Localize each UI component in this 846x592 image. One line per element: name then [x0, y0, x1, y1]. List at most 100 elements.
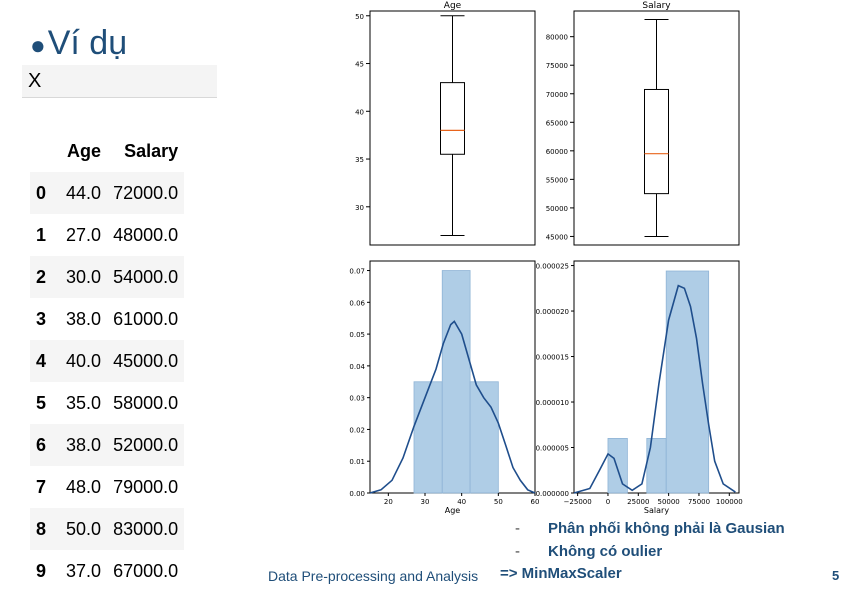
y-tick-label: 0.03 [349, 395, 365, 403]
row-index: 2 [30, 256, 61, 298]
x-tick-label: 50000 [657, 498, 679, 506]
note-line-2: - Không có oulier [515, 543, 662, 560]
note-line-3: => MinMaxScaler [500, 565, 622, 582]
histogram-bar [665, 270, 710, 494]
note-dash: - [515, 543, 520, 560]
y-tick-label: 0.000000 [536, 490, 569, 498]
chart-title: Salary [642, 1, 671, 11]
iqr-box [440, 82, 465, 155]
y-tick-label: 0.01 [349, 458, 365, 466]
row-index: 9 [36, 560, 47, 581]
age-cell: 38.0 [60, 424, 108, 466]
table-row: 3 38.0 61000.0 [30, 298, 184, 340]
iqr-box [644, 88, 669, 195]
y-tick-label: 40 [355, 108, 364, 116]
table-row: 6 38.0 52000.0 [30, 424, 185, 466]
y-tick-label: 45 [355, 61, 364, 69]
histogram-bar [607, 438, 628, 494]
age-cell: 50.0 [60, 508, 108, 550]
x-tick-label: −25000 [564, 498, 592, 506]
x-tick-label: 0 [606, 498, 610, 506]
variable-name: X [28, 70, 42, 92]
salary-cell: 52000.0 [107, 424, 185, 466]
y-tick-label: 0.000025 [536, 263, 569, 271]
x-axis-label: Salary [644, 506, 669, 515]
y-tick-label: 0.00 [349, 490, 365, 498]
plot-frame-2 [369, 260, 536, 494]
histogram-bar [441, 270, 471, 494]
x-axis-label: Age [445, 506, 461, 515]
y-tick-label: 0.000005 [536, 445, 569, 453]
salary-cell: 45000.0 [107, 340, 185, 382]
y-tick-label: 70000 [546, 91, 568, 99]
row-index: 8 [30, 508, 61, 550]
age-cell: 40.0 [60, 340, 108, 382]
y-tick-label: 80000 [546, 34, 568, 42]
age-cell: 37.0 [66, 560, 102, 581]
slide-title: ●Ví dụ [30, 24, 127, 63]
salary-cell: 72000.0 [107, 172, 185, 214]
y-tick-label: 65000 [546, 119, 568, 127]
dataframe-table: Age Salary 0 44.0 72000.0 1 27.0 48000.0 2 30… [30, 130, 185, 592]
variable-output-bar: X [22, 65, 217, 98]
age-header: Age [67, 140, 102, 161]
x-tick-label: 60 [531, 498, 540, 506]
page-number: 5 [832, 568, 840, 583]
table-row: 1 27.0 48000.0 [30, 214, 184, 256]
kde-curve [573, 284, 736, 494]
row-index: 1 [36, 224, 47, 245]
y-tick-label: 55000 [546, 176, 568, 184]
salary-cell: 67000.0 [113, 560, 179, 581]
row-index: 6 [30, 424, 61, 466]
age-cell: 48.0 [66, 476, 102, 497]
kde-curve [369, 320, 536, 494]
note-dash: - [515, 520, 520, 537]
y-tick-label: 60000 [546, 148, 568, 156]
note-text: Phân phối không phải là Gausian [548, 520, 785, 537]
age-cell: 44.0 [60, 172, 108, 214]
y-tick-label: 0.000010 [536, 399, 569, 407]
plot-frame-1 [573, 10, 740, 246]
slide-title-text: Ví dụ [47, 24, 128, 62]
salary-header: Salary [124, 140, 179, 161]
y-tick-label: 0.04 [349, 363, 365, 371]
table-row: 8 50.0 83000.0 [30, 508, 185, 550]
age-cell: 35.0 [66, 392, 102, 413]
salary-cell: 58000.0 [113, 392, 179, 413]
row-index: 7 [36, 476, 47, 497]
x-tick-label: 30 [421, 498, 430, 506]
salary-cell: 54000.0 [107, 256, 185, 298]
x-tick-label: 100000 [716, 498, 743, 506]
y-tick-label: 0.000015 [536, 354, 569, 362]
histogram-bar [469, 381, 499, 494]
table-row: 9 37.0 67000.0 [30, 550, 184, 592]
y-tick-label: 35 [355, 156, 364, 164]
y-tick-label: 75000 [546, 62, 568, 70]
histogram-bar [413, 381, 443, 494]
x-tick-label: 50 [494, 498, 503, 506]
table-row: 0 44.0 72000.0 [30, 172, 185, 214]
age-cell: 27.0 [66, 224, 102, 245]
chart-title: Age [444, 1, 462, 11]
note-text: Không có oulier [548, 543, 663, 560]
note-line-1: - Phân phối không phải là Gausian [515, 520, 785, 537]
x-tick-label: 25000 [627, 498, 649, 506]
y-tick-label: 0.000020 [536, 308, 569, 316]
row-index: 3 [36, 308, 47, 329]
x-tick-label: 40 [457, 498, 466, 506]
age-cell: 30.0 [60, 256, 108, 298]
salary-cell: 61000.0 [113, 308, 179, 329]
plot-frame-3 [573, 260, 740, 494]
y-tick-label: 50 [355, 13, 364, 21]
y-tick-label: 0.05 [349, 331, 365, 339]
y-tick-label: 45000 [546, 233, 568, 241]
table-row: 5 35.0 58000.0 [30, 382, 184, 424]
x-tick-label: 75000 [688, 498, 710, 506]
table-row: 4 40.0 45000.0 [30, 340, 185, 382]
bullet-icon: ● [30, 30, 46, 60]
y-tick-label: 50000 [546, 205, 568, 213]
salary-cell: 79000.0 [113, 476, 179, 497]
index-header [30, 130, 60, 172]
y-tick-label: 30 [355, 204, 364, 212]
row-index: 0 [30, 172, 61, 214]
